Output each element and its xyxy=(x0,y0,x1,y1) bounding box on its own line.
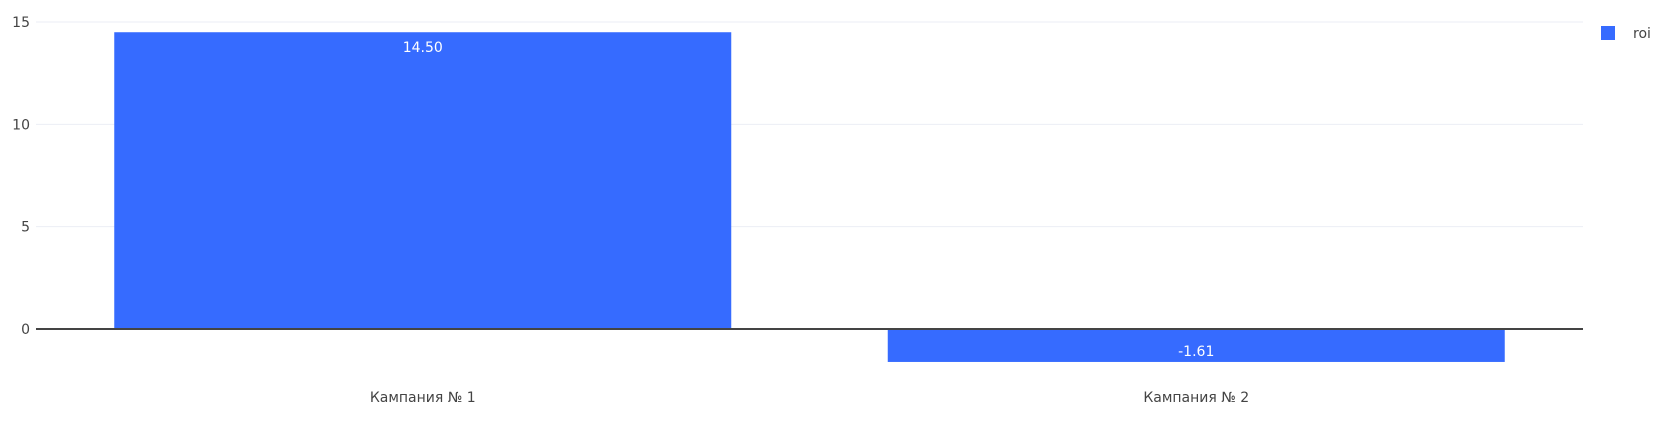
y-axis-ticks: 0 5 10 15 xyxy=(12,15,30,338)
x-category-label: Кампания № 1 xyxy=(370,390,476,406)
bars xyxy=(114,32,1505,362)
y-tick-label: 10 xyxy=(12,117,30,133)
bar-value-labels: 14.50 -1.61 xyxy=(403,40,1215,360)
bar[interactable] xyxy=(887,329,1505,362)
bar-value-label: -1.61 xyxy=(1178,344,1214,360)
y-tick-label: 5 xyxy=(21,220,30,236)
x-axis-ticks: Кампания № 1 Кампания № 2 xyxy=(370,390,1249,406)
legend-swatch[interactable] xyxy=(1601,26,1615,40)
bar[interactable] xyxy=(114,32,732,329)
y-tick-label: 15 xyxy=(12,15,30,31)
legend-label[interactable]: roi xyxy=(1633,26,1651,42)
legend[interactable]: roi xyxy=(1601,26,1651,42)
bar-value-label: 14.50 xyxy=(403,40,443,56)
y-tick-label: 0 xyxy=(21,322,30,338)
x-category-label: Кампания № 2 xyxy=(1143,390,1249,406)
